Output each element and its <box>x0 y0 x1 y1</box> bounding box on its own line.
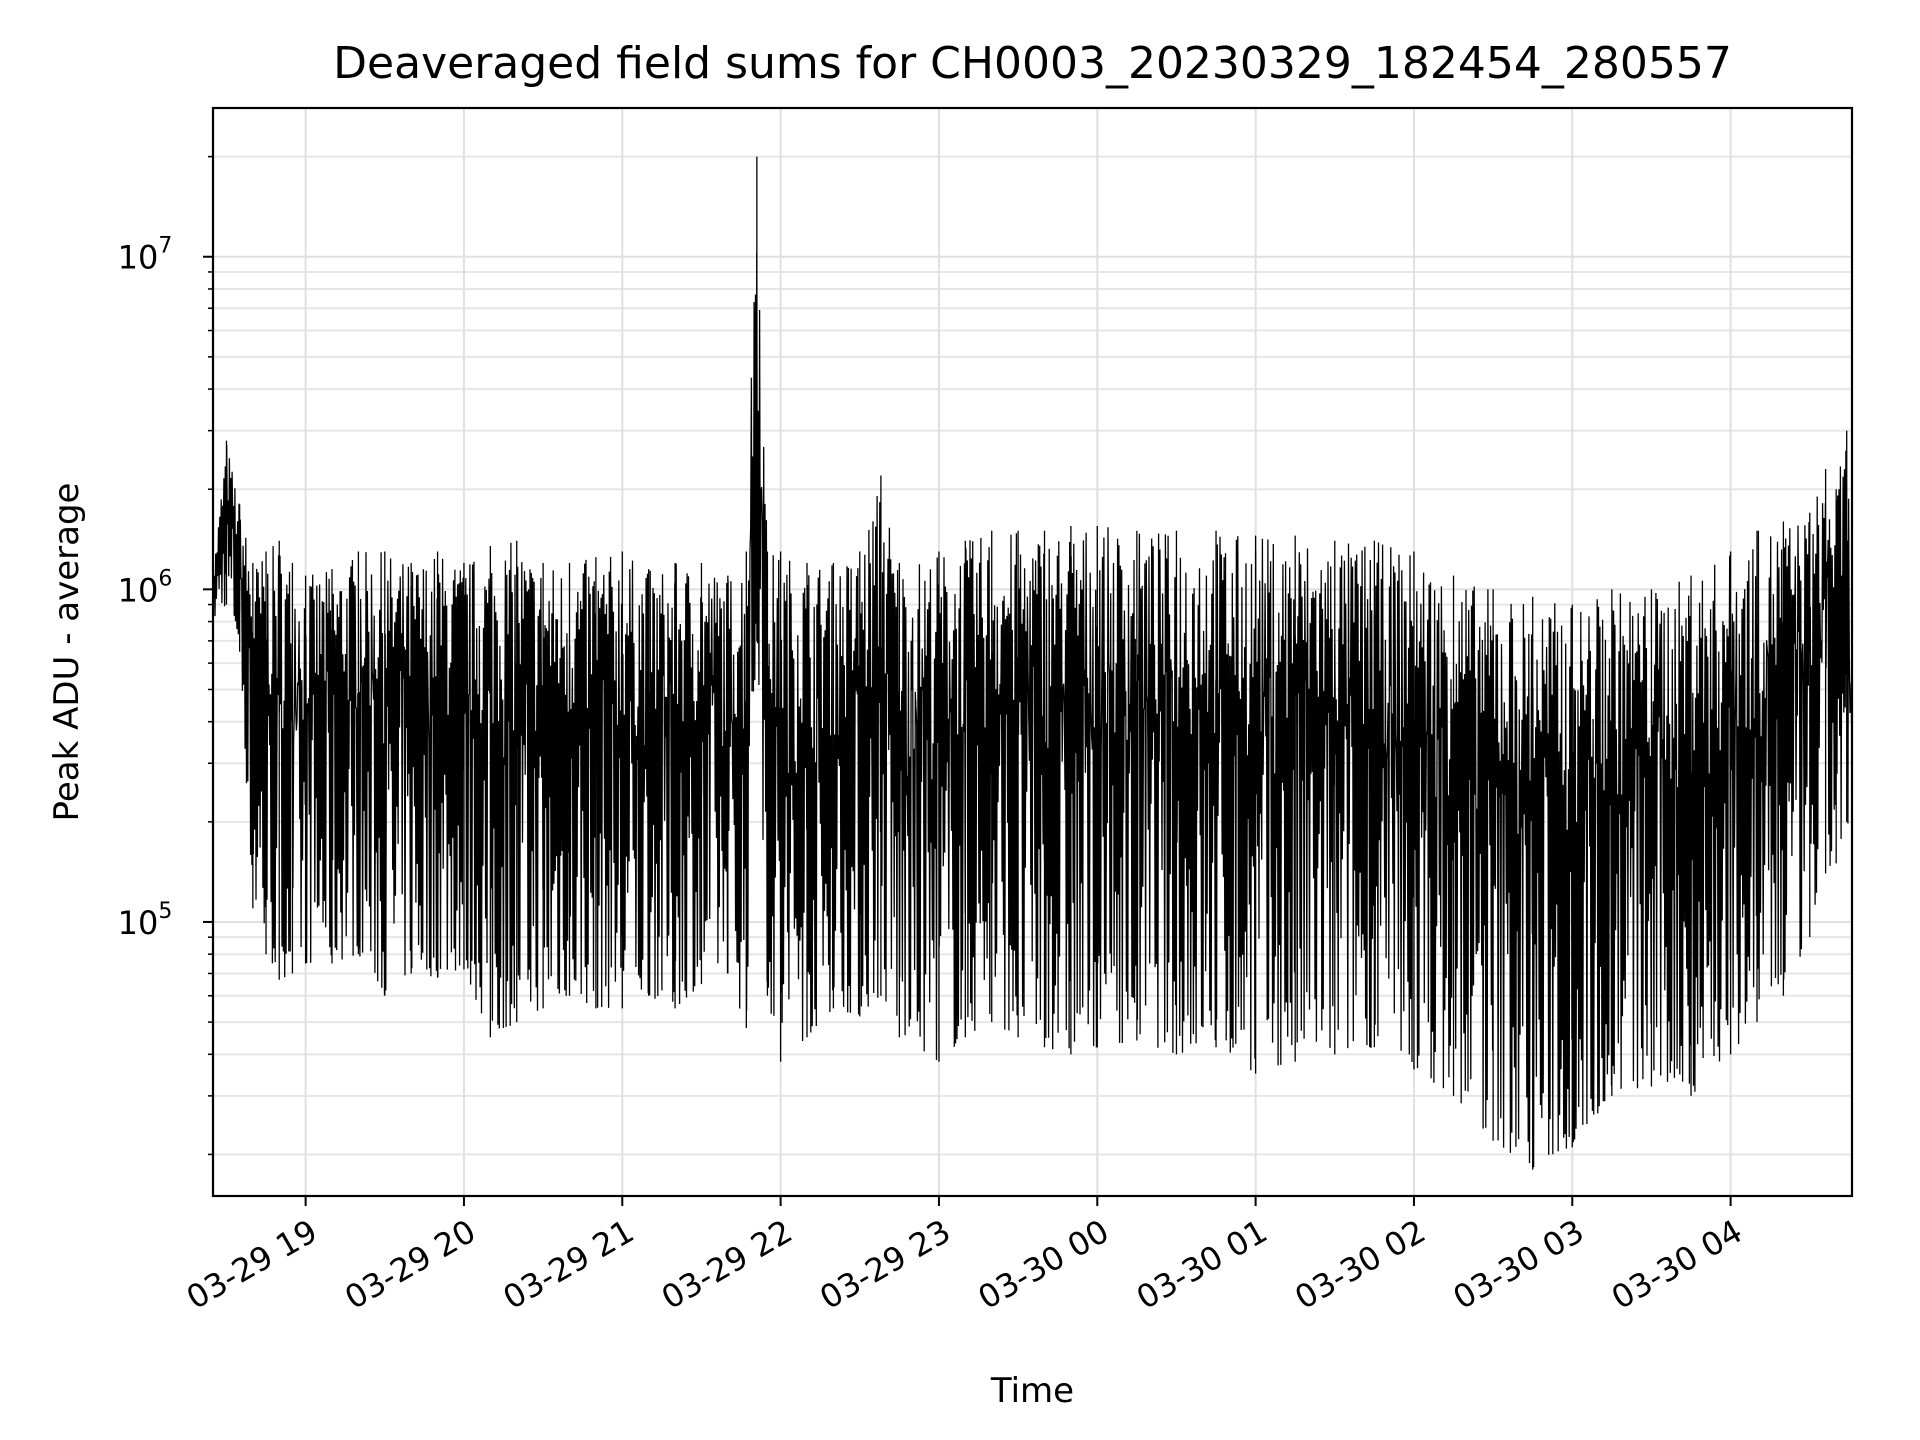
y-tick-exponent: 7 <box>158 234 172 259</box>
plot-frame <box>211 106 1854 1198</box>
y-tick-base: 10 <box>118 904 159 942</box>
y-tick-label: 106 <box>118 566 173 609</box>
chart-title: Deaveraged field sums for CH0003_2023032… <box>333 38 1732 89</box>
y-axis-title: Peak ADU - average <box>47 483 87 822</box>
y-tick-base: 10 <box>118 239 159 277</box>
y-tick-exponent: 6 <box>158 566 172 591</box>
y-tick-label: 107 <box>118 234 173 277</box>
data-series <box>212 156 1853 1170</box>
series-line <box>212 252 1853 1168</box>
y-tick-exponent: 5 <box>158 899 172 924</box>
x-axis-title: Time <box>990 1371 1074 1411</box>
y-tick-base: 10 <box>118 571 159 609</box>
y-tick-label: 105 <box>118 899 173 942</box>
